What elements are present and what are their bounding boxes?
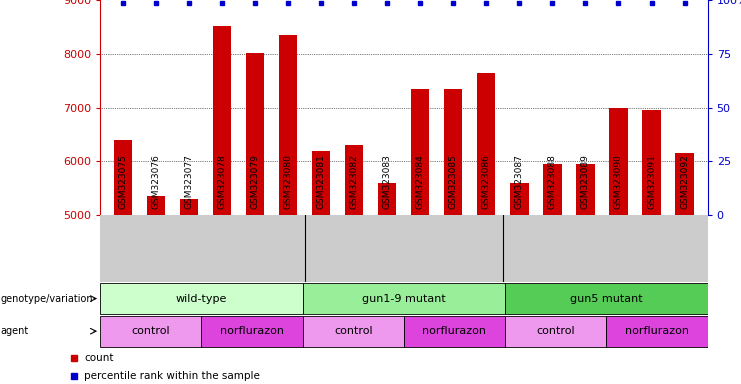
Text: wild-type: wild-type: [176, 293, 227, 304]
Bar: [302, 283, 505, 314]
Bar: [404, 316, 505, 347]
Bar: [202, 316, 302, 347]
Text: norflurazon: norflurazon: [422, 326, 487, 336]
Bar: [100, 316, 202, 347]
Bar: [676, 153, 694, 215]
Text: norflurazon: norflurazon: [625, 326, 689, 336]
Bar: [180, 199, 199, 215]
Bar: [505, 316, 606, 347]
Bar: [477, 73, 496, 215]
Text: percentile rank within the sample: percentile rank within the sample: [84, 371, 260, 381]
Text: count: count: [84, 353, 114, 363]
Bar: [345, 145, 363, 215]
Bar: [543, 164, 562, 215]
Bar: [505, 283, 708, 314]
Bar: [100, 283, 302, 314]
Bar: [511, 183, 528, 215]
Text: gun5 mutant: gun5 mutant: [570, 293, 642, 304]
Bar: [312, 151, 330, 215]
Bar: [246, 53, 265, 215]
Bar: [213, 26, 231, 215]
Bar: [609, 108, 628, 215]
Bar: [114, 140, 132, 215]
Text: gun1-9 mutant: gun1-9 mutant: [362, 293, 446, 304]
Bar: [411, 89, 430, 215]
Bar: [576, 164, 594, 215]
Bar: [606, 316, 708, 347]
Text: agent: agent: [1, 326, 29, 336]
Bar: [147, 196, 165, 215]
Bar: [642, 110, 660, 215]
Text: control: control: [131, 326, 170, 336]
Text: norflurazon: norflurazon: [220, 326, 284, 336]
Bar: [445, 89, 462, 215]
Text: control: control: [536, 326, 575, 336]
Bar: [302, 316, 404, 347]
Text: control: control: [334, 326, 373, 336]
Bar: [279, 35, 297, 215]
Text: genotype/variation: genotype/variation: [1, 293, 93, 304]
Bar: [378, 183, 396, 215]
